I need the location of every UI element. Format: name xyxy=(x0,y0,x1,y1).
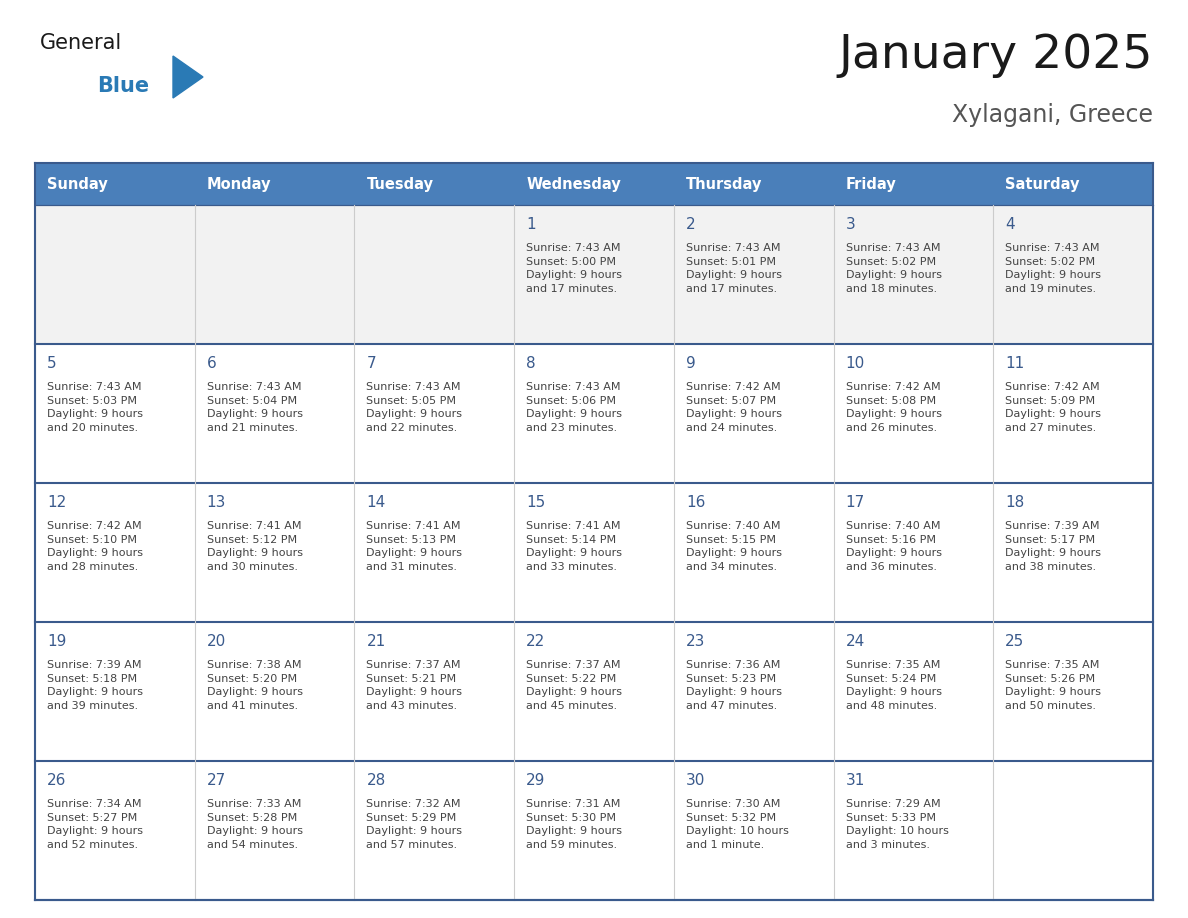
Text: 17: 17 xyxy=(846,495,865,510)
Text: 25: 25 xyxy=(1005,634,1024,649)
Bar xyxy=(34,163,195,205)
Text: Sunrise: 7:38 AM
Sunset: 5:20 PM
Daylight: 9 hours
and 41 minutes.: Sunrise: 7:38 AM Sunset: 5:20 PM Dayligh… xyxy=(207,660,303,711)
Text: Sunrise: 7:33 AM
Sunset: 5:28 PM
Daylight: 9 hours
and 54 minutes.: Sunrise: 7:33 AM Sunset: 5:28 PM Dayligh… xyxy=(207,799,303,850)
Bar xyxy=(993,163,1154,205)
Text: Sunrise: 7:37 AM
Sunset: 5:21 PM
Daylight: 9 hours
and 43 minutes.: Sunrise: 7:37 AM Sunset: 5:21 PM Dayligh… xyxy=(366,660,462,711)
Text: Thursday: Thursday xyxy=(685,176,763,192)
Text: 19: 19 xyxy=(48,634,67,649)
Text: Sunrise: 7:42 AM
Sunset: 5:09 PM
Daylight: 9 hours
and 27 minutes.: Sunrise: 7:42 AM Sunset: 5:09 PM Dayligh… xyxy=(1005,382,1101,432)
Text: Sunrise: 7:43 AM
Sunset: 5:04 PM
Daylight: 9 hours
and 21 minutes.: Sunrise: 7:43 AM Sunset: 5:04 PM Dayligh… xyxy=(207,382,303,432)
Text: Sunrise: 7:42 AM
Sunset: 5:07 PM
Daylight: 9 hours
and 24 minutes.: Sunrise: 7:42 AM Sunset: 5:07 PM Dayligh… xyxy=(685,382,782,432)
Text: 6: 6 xyxy=(207,356,216,371)
Bar xyxy=(34,761,1154,900)
Text: 18: 18 xyxy=(1005,495,1024,510)
Text: Sunrise: 7:43 AM
Sunset: 5:02 PM
Daylight: 9 hours
and 18 minutes.: Sunrise: 7:43 AM Sunset: 5:02 PM Dayligh… xyxy=(846,243,942,294)
Bar xyxy=(354,163,514,205)
Text: 15: 15 xyxy=(526,495,545,510)
Text: January 2025: January 2025 xyxy=(839,33,1154,78)
Text: 12: 12 xyxy=(48,495,67,510)
Text: Wednesday: Wednesday xyxy=(526,176,621,192)
Bar xyxy=(34,622,1154,761)
Bar xyxy=(34,483,1154,622)
Text: 1: 1 xyxy=(526,217,536,232)
Text: Sunrise: 7:43 AM
Sunset: 5:01 PM
Daylight: 9 hours
and 17 minutes.: Sunrise: 7:43 AM Sunset: 5:01 PM Dayligh… xyxy=(685,243,782,294)
Text: Sunrise: 7:34 AM
Sunset: 5:27 PM
Daylight: 9 hours
and 52 minutes.: Sunrise: 7:34 AM Sunset: 5:27 PM Dayligh… xyxy=(48,799,143,850)
Text: Sunrise: 7:43 AM
Sunset: 5:00 PM
Daylight: 9 hours
and 17 minutes.: Sunrise: 7:43 AM Sunset: 5:00 PM Dayligh… xyxy=(526,243,623,294)
Text: Sunrise: 7:43 AM
Sunset: 5:03 PM
Daylight: 9 hours
and 20 minutes.: Sunrise: 7:43 AM Sunset: 5:03 PM Dayligh… xyxy=(48,382,143,432)
Text: Monday: Monday xyxy=(207,176,271,192)
Text: Xylagani, Greece: Xylagani, Greece xyxy=(952,103,1154,127)
Text: Sunrise: 7:41 AM
Sunset: 5:13 PM
Daylight: 9 hours
and 31 minutes.: Sunrise: 7:41 AM Sunset: 5:13 PM Dayligh… xyxy=(366,521,462,572)
Bar xyxy=(34,205,1154,344)
Text: 30: 30 xyxy=(685,773,706,788)
Text: Sunrise: 7:42 AM
Sunset: 5:10 PM
Daylight: 9 hours
and 28 minutes.: Sunrise: 7:42 AM Sunset: 5:10 PM Dayligh… xyxy=(48,521,143,572)
Text: Saturday: Saturday xyxy=(1005,176,1080,192)
Text: Sunrise: 7:42 AM
Sunset: 5:08 PM
Daylight: 9 hours
and 26 minutes.: Sunrise: 7:42 AM Sunset: 5:08 PM Dayligh… xyxy=(846,382,942,432)
Text: 9: 9 xyxy=(685,356,696,371)
Text: Sunrise: 7:35 AM
Sunset: 5:24 PM
Daylight: 9 hours
and 48 minutes.: Sunrise: 7:35 AM Sunset: 5:24 PM Dayligh… xyxy=(846,660,942,711)
Text: 24: 24 xyxy=(846,634,865,649)
Bar xyxy=(514,163,674,205)
Text: 14: 14 xyxy=(366,495,386,510)
Text: 29: 29 xyxy=(526,773,545,788)
Polygon shape xyxy=(173,56,203,98)
Text: 11: 11 xyxy=(1005,356,1024,371)
Text: Sunrise: 7:41 AM
Sunset: 5:12 PM
Daylight: 9 hours
and 30 minutes.: Sunrise: 7:41 AM Sunset: 5:12 PM Dayligh… xyxy=(207,521,303,572)
Text: Sunrise: 7:43 AM
Sunset: 5:06 PM
Daylight: 9 hours
and 23 minutes.: Sunrise: 7:43 AM Sunset: 5:06 PM Dayligh… xyxy=(526,382,623,432)
Text: Sunrise: 7:40 AM
Sunset: 5:15 PM
Daylight: 9 hours
and 34 minutes.: Sunrise: 7:40 AM Sunset: 5:15 PM Dayligh… xyxy=(685,521,782,572)
Bar xyxy=(195,163,354,205)
Text: 22: 22 xyxy=(526,634,545,649)
Text: 31: 31 xyxy=(846,773,865,788)
Bar xyxy=(834,163,993,205)
Text: 5: 5 xyxy=(48,356,57,371)
Text: 21: 21 xyxy=(366,634,386,649)
Text: 8: 8 xyxy=(526,356,536,371)
Text: 20: 20 xyxy=(207,634,226,649)
Text: 27: 27 xyxy=(207,773,226,788)
Text: Sunrise: 7:29 AM
Sunset: 5:33 PM
Daylight: 10 hours
and 3 minutes.: Sunrise: 7:29 AM Sunset: 5:33 PM Dayligh… xyxy=(846,799,948,850)
Text: 16: 16 xyxy=(685,495,706,510)
Text: Sunrise: 7:31 AM
Sunset: 5:30 PM
Daylight: 9 hours
and 59 minutes.: Sunrise: 7:31 AM Sunset: 5:30 PM Dayligh… xyxy=(526,799,623,850)
Text: Sunrise: 7:35 AM
Sunset: 5:26 PM
Daylight: 9 hours
and 50 minutes.: Sunrise: 7:35 AM Sunset: 5:26 PM Dayligh… xyxy=(1005,660,1101,711)
Text: Tuesday: Tuesday xyxy=(366,176,434,192)
Text: Sunrise: 7:32 AM
Sunset: 5:29 PM
Daylight: 9 hours
and 57 minutes.: Sunrise: 7:32 AM Sunset: 5:29 PM Dayligh… xyxy=(366,799,462,850)
Text: Blue: Blue xyxy=(97,76,150,96)
Text: Sunrise: 7:36 AM
Sunset: 5:23 PM
Daylight: 9 hours
and 47 minutes.: Sunrise: 7:36 AM Sunset: 5:23 PM Dayligh… xyxy=(685,660,782,711)
Text: Friday: Friday xyxy=(846,176,896,192)
Bar xyxy=(674,163,834,205)
Text: Sunrise: 7:43 AM
Sunset: 5:05 PM
Daylight: 9 hours
and 22 minutes.: Sunrise: 7:43 AM Sunset: 5:05 PM Dayligh… xyxy=(366,382,462,432)
Text: 10: 10 xyxy=(846,356,865,371)
Text: 2: 2 xyxy=(685,217,695,232)
Text: Sunrise: 7:40 AM
Sunset: 5:16 PM
Daylight: 9 hours
and 36 minutes.: Sunrise: 7:40 AM Sunset: 5:16 PM Dayligh… xyxy=(846,521,942,572)
Text: Sunrise: 7:39 AM
Sunset: 5:18 PM
Daylight: 9 hours
and 39 minutes.: Sunrise: 7:39 AM Sunset: 5:18 PM Dayligh… xyxy=(48,660,143,711)
Text: Sunrise: 7:39 AM
Sunset: 5:17 PM
Daylight: 9 hours
and 38 minutes.: Sunrise: 7:39 AM Sunset: 5:17 PM Dayligh… xyxy=(1005,521,1101,572)
Text: 7: 7 xyxy=(366,356,377,371)
Text: Sunrise: 7:43 AM
Sunset: 5:02 PM
Daylight: 9 hours
and 19 minutes.: Sunrise: 7:43 AM Sunset: 5:02 PM Dayligh… xyxy=(1005,243,1101,294)
Text: Sunrise: 7:41 AM
Sunset: 5:14 PM
Daylight: 9 hours
and 33 minutes.: Sunrise: 7:41 AM Sunset: 5:14 PM Dayligh… xyxy=(526,521,623,572)
Text: 23: 23 xyxy=(685,634,706,649)
Text: 28: 28 xyxy=(366,773,386,788)
Text: 3: 3 xyxy=(846,217,855,232)
Text: 26: 26 xyxy=(48,773,67,788)
Text: Sunrise: 7:37 AM
Sunset: 5:22 PM
Daylight: 9 hours
and 45 minutes.: Sunrise: 7:37 AM Sunset: 5:22 PM Dayligh… xyxy=(526,660,623,711)
Text: General: General xyxy=(40,33,122,53)
Bar xyxy=(34,344,1154,483)
Text: 13: 13 xyxy=(207,495,226,510)
Text: Sunrise: 7:30 AM
Sunset: 5:32 PM
Daylight: 10 hours
and 1 minute.: Sunrise: 7:30 AM Sunset: 5:32 PM Dayligh… xyxy=(685,799,789,850)
Text: Sunday: Sunday xyxy=(48,176,108,192)
Text: 4: 4 xyxy=(1005,217,1015,232)
